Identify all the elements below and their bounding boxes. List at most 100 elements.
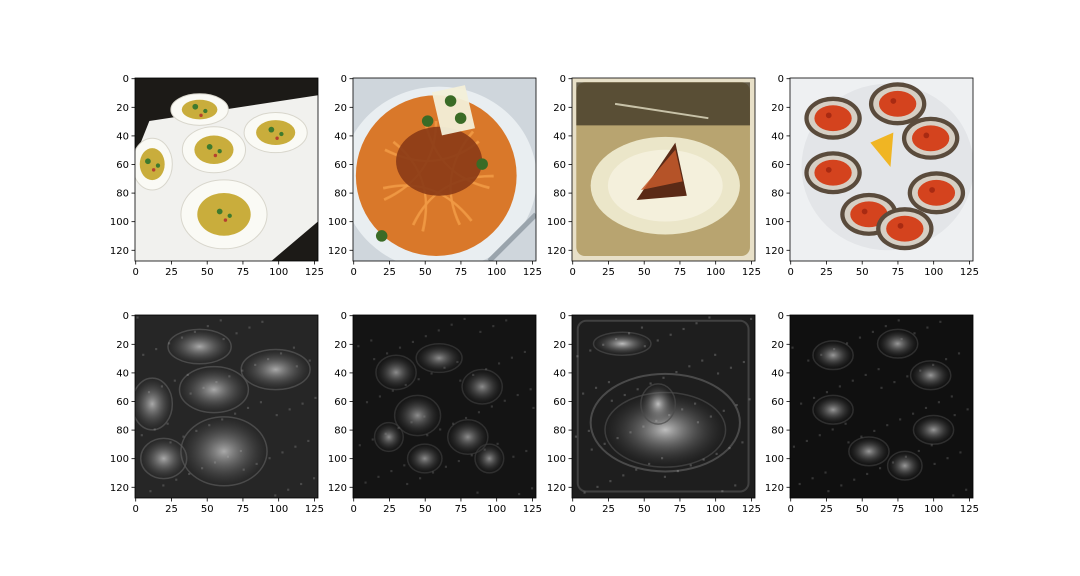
y-tick-label: 120 — [547, 246, 566, 257]
y-tick-label: 40 — [116, 368, 129, 379]
x-tick-label: 125 — [742, 267, 761, 278]
axes-frame — [571, 314, 756, 499]
x-tick-label: 125 — [305, 504, 324, 515]
y-tick-label: 0 — [341, 311, 347, 322]
saliency-panel-4: 0 25 50 75 100 125 0 20 40 60 80 100 120 — [765, 311, 979, 515]
y-tick-label: 80 — [334, 426, 347, 437]
x-tick-label: 125 — [960, 504, 979, 515]
axes-frame — [352, 314, 537, 499]
image-panel-2: 0 25 50 75 100 125 0 20 40 60 80 100 120 — [328, 74, 542, 278]
y-tick-label: 100 — [328, 217, 347, 228]
y-tick-label: 120 — [328, 246, 347, 257]
y-tick-label: 20 — [553, 340, 566, 351]
y-tick-label: 60 — [771, 397, 784, 408]
x-tick-label: 100 — [487, 267, 506, 278]
x-tick-label: 0 — [133, 504, 139, 515]
y-tick-label: 100 — [547, 217, 566, 228]
image-content — [572, 78, 755, 261]
x-tick-label: 50 — [856, 504, 869, 515]
x-tick-label: 50 — [638, 504, 651, 515]
y-tick-label: 80 — [771, 189, 784, 200]
x-tick-label: 50 — [201, 267, 214, 278]
y-tick-label: 120 — [765, 246, 784, 257]
y-tick-label: 120 — [110, 483, 129, 494]
x-tick-label: 100 — [924, 267, 943, 278]
x-tick-label: 75 — [455, 504, 468, 515]
x-tick-label: 50 — [419, 267, 432, 278]
x-tick-label: 25 — [165, 504, 178, 515]
x-tick-label: 75 — [674, 267, 687, 278]
image-content — [353, 78, 536, 261]
y-tick-label: 40 — [334, 368, 347, 379]
y-tick-label: 0 — [341, 74, 347, 85]
y-tick-label: 20 — [334, 340, 347, 351]
saliency-panel-3: 0 25 50 75 100 125 0 20 40 60 80 100 120 — [547, 311, 761, 515]
y-tick-label: 0 — [123, 74, 129, 85]
x-tick-label: 0 — [351, 504, 357, 515]
y-tick-label: 80 — [553, 426, 566, 437]
axes-frame — [789, 314, 974, 499]
y-tick-label: 40 — [334, 131, 347, 142]
y-tick-label: 40 — [771, 131, 784, 142]
y-tick-label: 0 — [778, 74, 784, 85]
y-tick-label: 60 — [116, 397, 129, 408]
y-tick-label: 80 — [116, 426, 129, 437]
image-content — [572, 315, 755, 498]
x-tick-label: 125 — [960, 267, 979, 278]
axes-frame — [134, 314, 319, 499]
y-tick-label: 120 — [328, 483, 347, 494]
x-tick-label: 100 — [269, 504, 288, 515]
axes-frame — [571, 77, 756, 262]
y-tick-label: 100 — [110, 217, 129, 228]
x-tick-label: 0 — [351, 267, 357, 278]
x-tick-label: 75 — [455, 267, 468, 278]
x-tick-label: 0 — [133, 267, 139, 278]
x-tick-label: 75 — [892, 267, 905, 278]
y-tick-label: 20 — [116, 103, 129, 114]
saliency-panel-2: 0 25 50 75 100 125 0 20 40 60 80 100 120 — [328, 311, 542, 515]
x-tick-label: 25 — [383, 267, 396, 278]
y-tick-label: 100 — [765, 217, 784, 228]
y-tick-label: 60 — [334, 160, 347, 171]
axes-frame — [789, 77, 974, 262]
x-tick-label: 100 — [706, 504, 725, 515]
x-tick-label: 75 — [892, 504, 905, 515]
x-tick-label: 0 — [570, 267, 576, 278]
y-tick-label: 120 — [110, 246, 129, 257]
axes-frame — [134, 77, 319, 262]
y-tick-label: 60 — [553, 160, 566, 171]
y-tick-label: 100 — [328, 454, 347, 465]
y-tick-label: 0 — [123, 311, 129, 322]
x-tick-label: 0 — [570, 504, 576, 515]
x-tick-label: 100 — [706, 267, 725, 278]
x-tick-label: 50 — [638, 267, 651, 278]
x-tick-label: 125 — [523, 267, 542, 278]
x-tick-label: 125 — [742, 504, 761, 515]
y-tick-label: 20 — [334, 103, 347, 114]
y-tick-label: 0 — [560, 311, 566, 322]
image-content — [135, 78, 318, 261]
x-tick-label: 50 — [201, 504, 214, 515]
x-tick-label: 50 — [856, 267, 869, 278]
x-tick-label: 25 — [383, 504, 396, 515]
y-tick-label: 120 — [765, 483, 784, 494]
image-content — [790, 315, 973, 498]
y-tick-label: 0 — [560, 74, 566, 85]
y-tick-label: 80 — [116, 189, 129, 200]
y-tick-label: 100 — [765, 454, 784, 465]
x-tick-label: 75 — [674, 504, 687, 515]
image-content — [353, 315, 536, 498]
y-tick-label: 80 — [771, 426, 784, 437]
y-tick-label: 20 — [553, 103, 566, 114]
x-tick-label: 0 — [788, 504, 794, 515]
y-tick-label: 40 — [553, 368, 566, 379]
x-tick-label: 125 — [523, 504, 542, 515]
x-tick-label: 25 — [602, 267, 615, 278]
image-panel-3: 0 25 50 75 100 125 0 20 40 60 80 100 120 — [547, 74, 761, 278]
y-tick-label: 100 — [110, 454, 129, 465]
y-tick-label: 40 — [771, 368, 784, 379]
axes-frame — [352, 77, 537, 262]
y-tick-label: 80 — [334, 189, 347, 200]
image-content — [790, 78, 973, 261]
